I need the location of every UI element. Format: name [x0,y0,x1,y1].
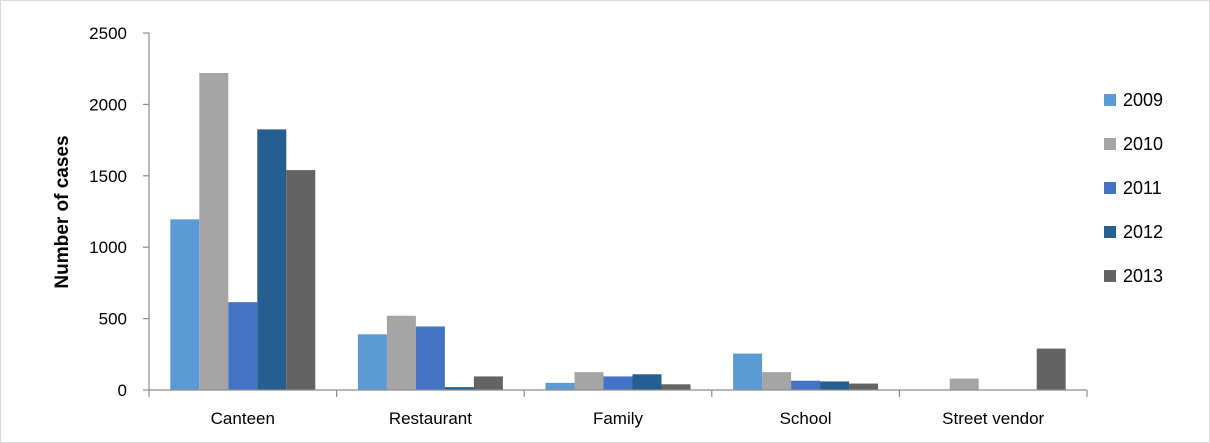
legend-label-2009: 2009 [1123,90,1163,110]
y-tick-label: 0 [118,381,127,400]
bar-school-2012 [820,381,850,390]
bar-family-2013 [661,384,691,390]
bars-group [170,72,1066,390]
bar-canteen-2011 [228,302,258,390]
bar-restaurant-2013 [473,376,503,390]
bar-restaurant-2009 [357,334,387,390]
x-tick-label: Family [593,409,644,428]
y-tick-label: 1000 [89,238,127,257]
y-tick-label: 2000 [89,95,127,114]
bar-school-2013 [849,383,879,390]
legend-label-2010: 2010 [1123,134,1163,154]
legend: 2009 2010 2011 2012 2013 [1104,90,1163,286]
x-tick-label: Restaurant [389,409,472,428]
legend-swatch-2013 [1104,270,1116,282]
y-axis-title: Number of cases [52,135,73,288]
bar-school-2010 [762,372,792,390]
bar-canteen-2012 [257,129,287,390]
y-tick-label: 500 [99,310,127,329]
bar-restaurant-2012 [444,387,474,390]
y-axis-ticks: 0 500 1000 1500 2000 2500 [89,24,149,400]
legend-swatch-2012 [1104,226,1116,238]
bar-family-2010 [574,372,604,390]
x-tick-label: Canteen [211,409,275,428]
legend-swatch-2009 [1104,94,1116,106]
bar-canteen-2013 [286,170,316,390]
legend-label-2012: 2012 [1123,222,1163,242]
x-tick-label: Street vendor [942,409,1044,428]
legend-label-2011: 2011 [1123,178,1162,198]
bar-street-vendor-2013 [1036,348,1066,390]
bar-school-2011 [791,380,821,390]
bar-school-2009 [733,353,763,390]
y-tick-label: 2500 [89,24,127,43]
legend-swatch-2010 [1104,138,1116,150]
bar-restaurant-2010 [386,315,416,390]
bar-family-2012 [632,374,662,390]
bar-canteen-2009 [170,219,200,390]
y-tick-label: 1500 [89,167,127,186]
legend-label-2013: 2013 [1123,266,1163,286]
x-axis-ticks [148,390,1088,397]
x-axis-labels: Canteen Restaurant Family School Street vend… [211,409,1045,428]
bar-family-2009 [545,382,575,390]
legend-swatch-2011 [1104,182,1116,194]
bar-street-vendor-2010 [949,378,979,390]
bar-canteen-2010 [199,72,229,390]
bar-family-2011 [603,376,633,390]
bar-restaurant-2011 [415,326,445,390]
x-tick-label: School [780,409,832,428]
